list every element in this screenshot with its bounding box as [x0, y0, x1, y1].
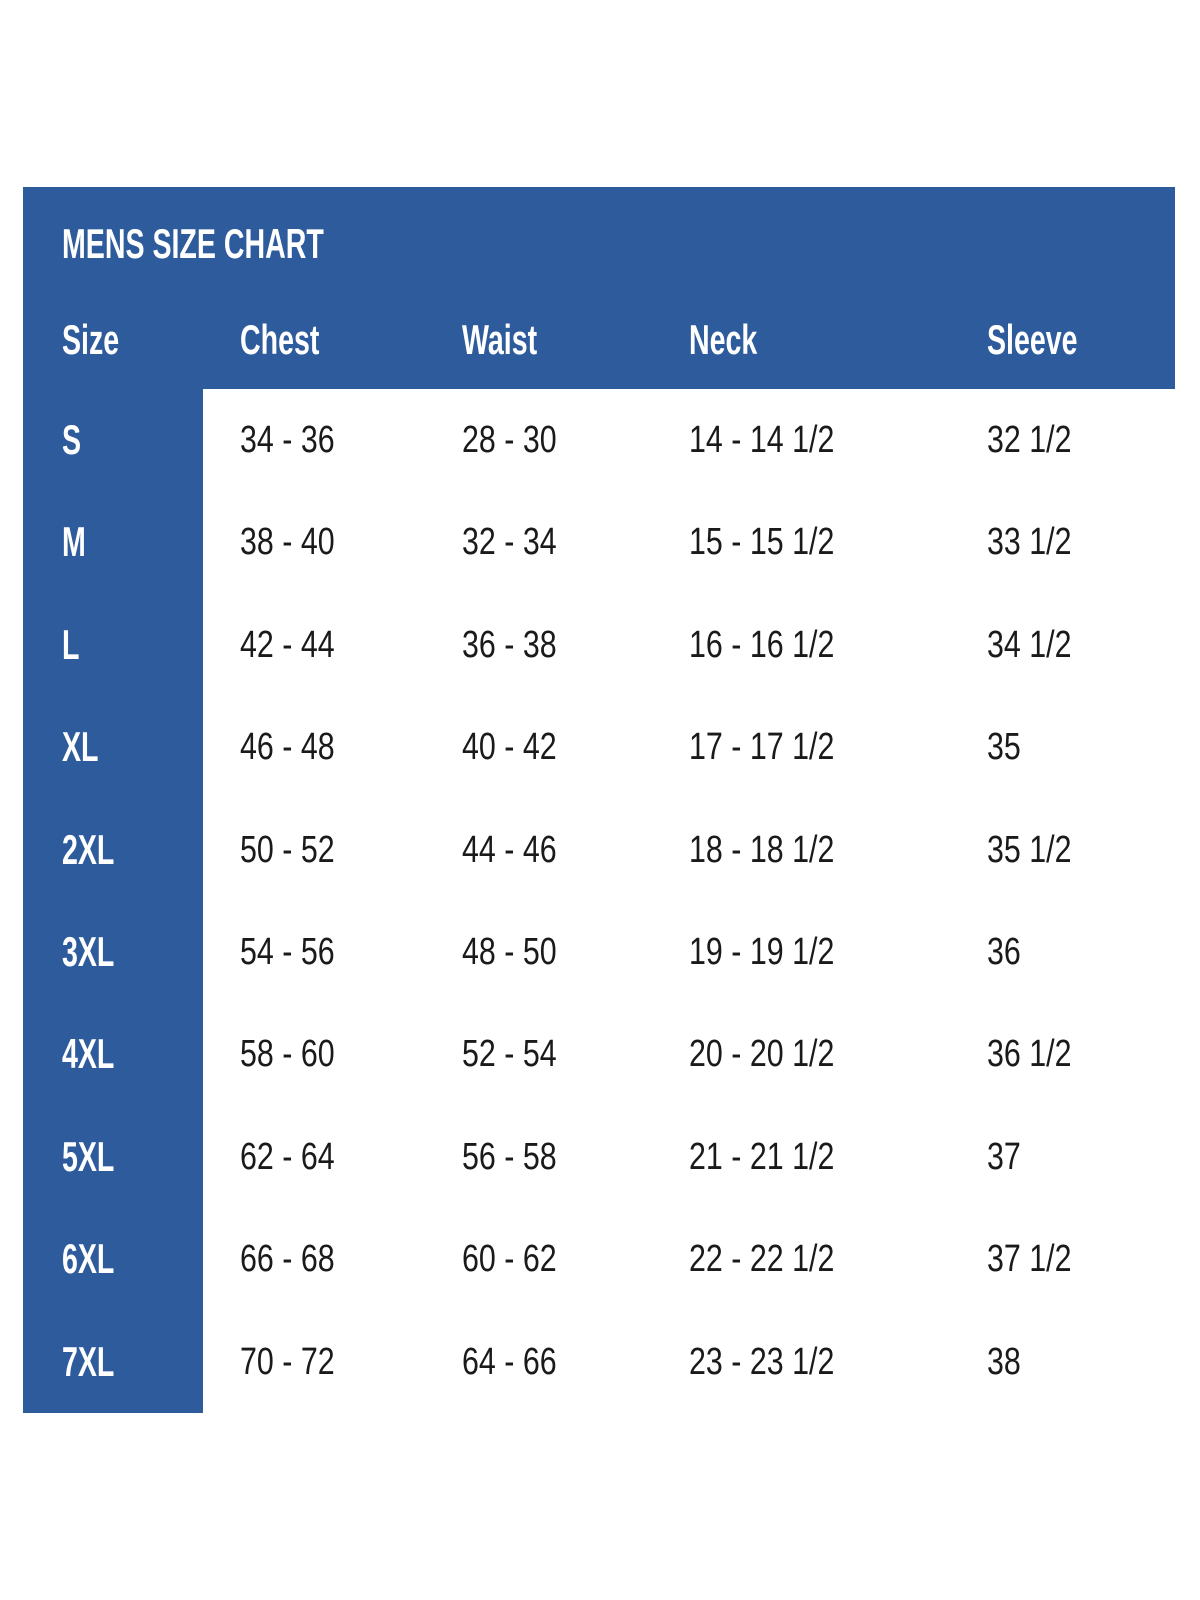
chest-cell: 62 - 64: [240, 1135, 335, 1178]
sleeve-cell: 37: [987, 1135, 1021, 1178]
neck-cell: 21 - 21 1/2: [689, 1135, 835, 1178]
chest-cell: 34 - 36: [240, 419, 335, 461]
table-row: L 42 - 44 36 - 38 16 - 16 1/2 34 1/2: [23, 594, 1175, 696]
table-row: XL 46 - 48 40 - 42 17 - 17 1/2 35: [23, 696, 1175, 798]
table-row: 6XL 66 - 68 60 - 62 22 - 22 1/2 37 1/2: [23, 1208, 1175, 1310]
neck-cell: 15 - 15 1/2: [689, 521, 835, 564]
neck-cell: 23 - 23 1/2: [689, 1340, 835, 1383]
panel-size-column: [23, 389, 203, 1413]
table-row: 7XL 70 - 72 64 - 66 23 - 23 1/2 38: [23, 1311, 1175, 1413]
neck-cell: 16 - 16 1/2: [689, 623, 835, 666]
chest-cell: 42 - 44: [240, 623, 335, 666]
size-cell: L: [62, 620, 80, 668]
neck-cell: 18 - 18 1/2: [689, 828, 835, 871]
chest-cell: 66 - 68: [240, 1238, 335, 1281]
chest-cell: 46 - 48: [240, 726, 335, 769]
size-cell: S: [62, 416, 82, 463]
column-header-sleeve: Sleeve: [987, 316, 1078, 363]
sleeve-cell: 34 1/2: [987, 623, 1072, 666]
chest-cell: 58 - 60: [240, 1033, 335, 1076]
waist-cell: 28 - 30: [462, 419, 557, 461]
neck-cell: 19 - 19 1/2: [689, 931, 835, 973]
waist-cell: 36 - 38: [462, 623, 557, 666]
waist-cell: 52 - 54: [462, 1033, 557, 1076]
waist-cell: 64 - 66: [462, 1340, 557, 1383]
waist-cell: 44 - 46: [462, 828, 557, 871]
table-row: 4XL 58 - 60 52 - 54 20 - 20 1/2 36 1/2: [23, 1003, 1175, 1105]
sleeve-cell: 36 1/2: [987, 1033, 1072, 1076]
column-header-row: Size Chest Waist Neck Sleeve: [23, 310, 1175, 370]
chest-cell: 70 - 72: [240, 1340, 335, 1383]
sleeve-cell: 32 1/2: [987, 419, 1072, 461]
sleeve-cell: 36: [987, 931, 1021, 973]
table-row: 5XL 62 - 64 56 - 58 21 - 21 1/2 37: [23, 1106, 1175, 1208]
column-header-waist: Waist: [462, 316, 538, 363]
chest-cell: 50 - 52: [240, 828, 335, 871]
size-cell: 6XL: [62, 1235, 115, 1283]
waist-cell: 40 - 42: [462, 726, 557, 769]
table-row: S 34 - 36 28 - 30 14 - 14 1/2 32 1/2: [23, 389, 1175, 491]
column-header-neck: Neck: [689, 316, 758, 363]
neck-cell: 22 - 22 1/2: [689, 1238, 835, 1281]
chest-cell: 54 - 56: [240, 931, 335, 973]
sleeve-cell: 35: [987, 726, 1021, 769]
table-row: 3XL 54 - 56 48 - 50 19 - 19 1/2 36: [23, 901, 1175, 1003]
neck-cell: 17 - 17 1/2: [689, 726, 835, 769]
table-row: M 38 - 40 32 - 34 15 - 15 1/2 33 1/2: [23, 491, 1175, 593]
waist-cell: 56 - 58: [462, 1135, 557, 1178]
column-header-chest: Chest: [240, 316, 320, 363]
table-row: 2XL 50 - 52 44 - 46 18 - 18 1/2 35 1/2: [23, 799, 1175, 901]
waist-cell: 60 - 62: [462, 1238, 557, 1281]
column-header-size: Size: [62, 316, 120, 363]
size-cell: M: [62, 518, 86, 566]
sleeve-cell: 37 1/2: [987, 1238, 1072, 1281]
chest-cell: 38 - 40: [240, 521, 335, 564]
size-cell: 4XL: [62, 1030, 115, 1078]
waist-cell: 32 - 34: [462, 521, 557, 564]
sleeve-cell: 33 1/2: [987, 521, 1072, 564]
size-cell: 2XL: [62, 825, 115, 873]
size-cell: 3XL: [62, 928, 115, 975]
page-title: MENS SIZE CHART: [62, 214, 447, 274]
waist-cell: 48 - 50: [462, 931, 557, 973]
sleeve-cell: 35 1/2: [987, 828, 1072, 871]
sleeve-cell: 38: [987, 1340, 1021, 1383]
neck-cell: 14 - 14 1/2: [689, 419, 835, 461]
panel-header-band: [23, 187, 1175, 389]
size-cell: 7XL: [62, 1337, 115, 1385]
neck-cell: 20 - 20 1/2: [689, 1033, 835, 1076]
chart-title-text: MENS SIZE CHART: [62, 220, 324, 267]
size-cell: 5XL: [62, 1132, 115, 1180]
size-cell: XL: [62, 723, 99, 771]
